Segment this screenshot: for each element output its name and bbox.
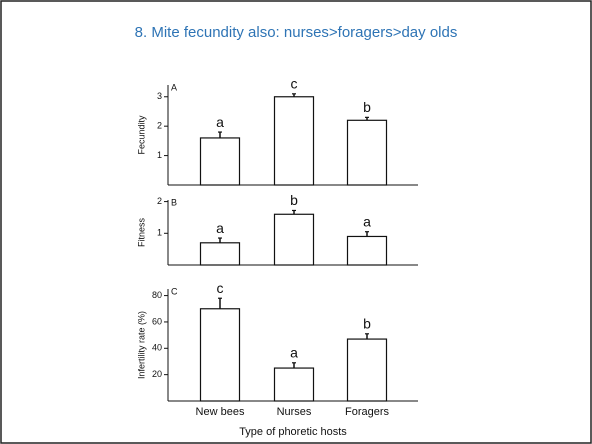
panel-label: A xyxy=(171,82,177,92)
group-letter: b xyxy=(290,192,298,208)
group-letter: a xyxy=(216,114,224,130)
bar xyxy=(199,137,241,186)
slide-title: 8. Mite fecundity also: nurses>foragers>… xyxy=(135,24,458,41)
panel-label: C xyxy=(171,286,178,296)
y-axis-label: Infertility rate (%) xyxy=(136,311,146,379)
panel-label: B xyxy=(171,197,177,207)
y-axis-label: Fitness xyxy=(136,217,146,247)
bar xyxy=(346,338,388,402)
group-letter: a xyxy=(363,213,371,229)
group-letter: c xyxy=(291,76,298,92)
x-tick-label: Foragers xyxy=(345,406,390,418)
x-tick-label: New bees xyxy=(196,406,245,418)
bar xyxy=(346,119,388,186)
bar xyxy=(273,213,315,266)
group-letter: b xyxy=(363,99,371,115)
y-tick-label: 2 xyxy=(157,196,162,206)
y-tick-label: 3 xyxy=(157,91,162,101)
y-tick-label: 2 xyxy=(157,121,162,131)
x-axis-label: Type of phoretic hosts xyxy=(239,426,347,438)
x-tick-label: Nurses xyxy=(277,406,312,418)
y-tick-label: 80 xyxy=(152,290,162,300)
y-tick-label: 40 xyxy=(152,343,162,353)
y-tick-label: 20 xyxy=(152,369,162,379)
group-letter: b xyxy=(363,316,371,332)
y-tick-label: 1 xyxy=(157,150,162,160)
group-letter: a xyxy=(216,220,224,236)
bar xyxy=(273,96,315,186)
y-tick-label: 60 xyxy=(152,316,162,326)
group-letter: a xyxy=(290,344,298,360)
bar xyxy=(199,242,241,266)
bar xyxy=(346,235,388,266)
bar xyxy=(273,367,315,402)
y-axis-label: Fecundity xyxy=(136,115,146,155)
bar xyxy=(199,308,241,402)
group-letter: c xyxy=(217,280,224,296)
y-tick-label: 1 xyxy=(157,228,162,238)
